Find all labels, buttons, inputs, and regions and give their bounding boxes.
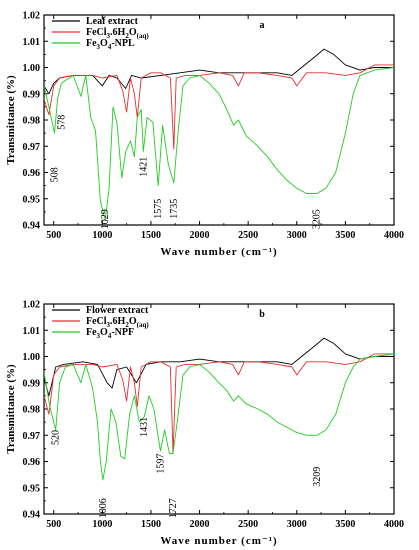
x-tick-label: 3000 — [287, 519, 307, 530]
y-tick-label: 0.96 — [23, 457, 41, 468]
x-tick-label: 4000 — [384, 230, 404, 241]
y-axis-title: Transmittance (%) — [5, 364, 17, 454]
series-group — [44, 337, 394, 481]
legend-label-3: Fe3O4-NPL — [86, 38, 135, 51]
y-tick-label: 0.99 — [23, 378, 41, 389]
legend-label-1: Leaf extract — [86, 16, 139, 27]
x-tick-label: 500 — [46, 230, 61, 241]
y-tick-label: 0.97 — [23, 142, 41, 153]
x-tick-label: 1000 — [92, 230, 112, 241]
panel-label: b — [259, 309, 265, 320]
peak-label: 1029 — [100, 209, 111, 229]
y-axis-title: Transmittance (%) — [5, 75, 17, 165]
x-tick-label: 2000 — [190, 230, 210, 241]
x-tick-label: 1000 — [92, 519, 112, 530]
legend-label-2: FeCl3.6H2O(aq) — [86, 27, 149, 40]
y-tick-label: 0.96 — [23, 168, 41, 179]
series-group — [44, 48, 394, 221]
x-tick-label: 1500 — [141, 519, 161, 530]
y-tick-label: 1.01 — [23, 326, 41, 337]
y-tick-label: 1.00 — [23, 63, 41, 74]
x-axis-title: Wave number (cm⁻¹) — [160, 246, 277, 258]
series-line-1 — [44, 337, 394, 397]
y-tick-label: 1.01 — [23, 37, 41, 48]
peak-label: 3205 — [312, 209, 323, 229]
x-axis-title: Wave number (cm⁻¹) — [160, 535, 277, 547]
y-tick-label: 0.94 — [23, 510, 41, 521]
legend-label-2: FeCl3.6H2O(aq) — [86, 316, 149, 329]
peak-label: 508 — [50, 167, 61, 182]
y-tick-label: 1.00 — [23, 352, 41, 363]
series-line-2 — [44, 64, 394, 150]
y-tick-label: 1.02 — [23, 300, 41, 311]
peak-label: 3209 — [312, 467, 323, 487]
y-tick-label: 0.98 — [23, 405, 41, 416]
y-tick-label: 0.99 — [23, 89, 41, 100]
x-tick-label: 1500 — [141, 230, 161, 241]
series-line-3 — [44, 353, 394, 481]
chart-panel-b: 0.94 0.95 0.96 0.97 0.98 0.99 1.00 1.01 1.02 500 1… — [5, 300, 404, 548]
x-tick-label: 3500 — [335, 519, 355, 530]
x-tick-label: 3500 — [335, 230, 355, 241]
x-tick-label: 3000 — [287, 230, 307, 241]
x-tick-label: 2500 — [238, 519, 258, 530]
peak-label: 1597 — [155, 454, 166, 474]
peak-label: 1421 — [138, 157, 149, 177]
y-tick-label: 1.02 — [23, 11, 41, 22]
x-tick-label: 2500 — [238, 230, 258, 241]
x-tick-label: 4000 — [384, 519, 404, 530]
chart-panel-a: 0.94 0.95 0.96 0.97 0.98 0.99 1.00 1.01 1.02 500 1… — [5, 11, 404, 259]
peak-label: 1575 — [153, 199, 164, 219]
series-line-2 — [44, 353, 394, 455]
y-tick-label: 0.95 — [23, 483, 41, 494]
y-tick-label: 0.98 — [23, 116, 41, 127]
legend-label-1: Flower extract — [86, 305, 149, 316]
peak-label: 1735 — [169, 199, 180, 219]
y-tick-label: 0.95 — [23, 194, 41, 205]
legend-label-3: Fe3O4-NPF — [86, 327, 134, 340]
x-tick-label: 500 — [46, 519, 61, 530]
peak-label: 578 — [56, 115, 67, 130]
peak-label: 1431 — [139, 417, 150, 437]
y-tick-label: 0.94 — [23, 221, 41, 232]
y-tick-label: 0.97 — [23, 431, 41, 442]
peak-label: 1727 — [168, 498, 179, 518]
series-line-1 — [44, 48, 394, 95]
panel-label: a — [260, 20, 265, 31]
peak-label: 520 — [51, 430, 62, 445]
x-tick-label: 2000 — [190, 519, 210, 530]
peak-label: 1006 — [98, 498, 109, 518]
series-line-3 — [44, 67, 394, 221]
